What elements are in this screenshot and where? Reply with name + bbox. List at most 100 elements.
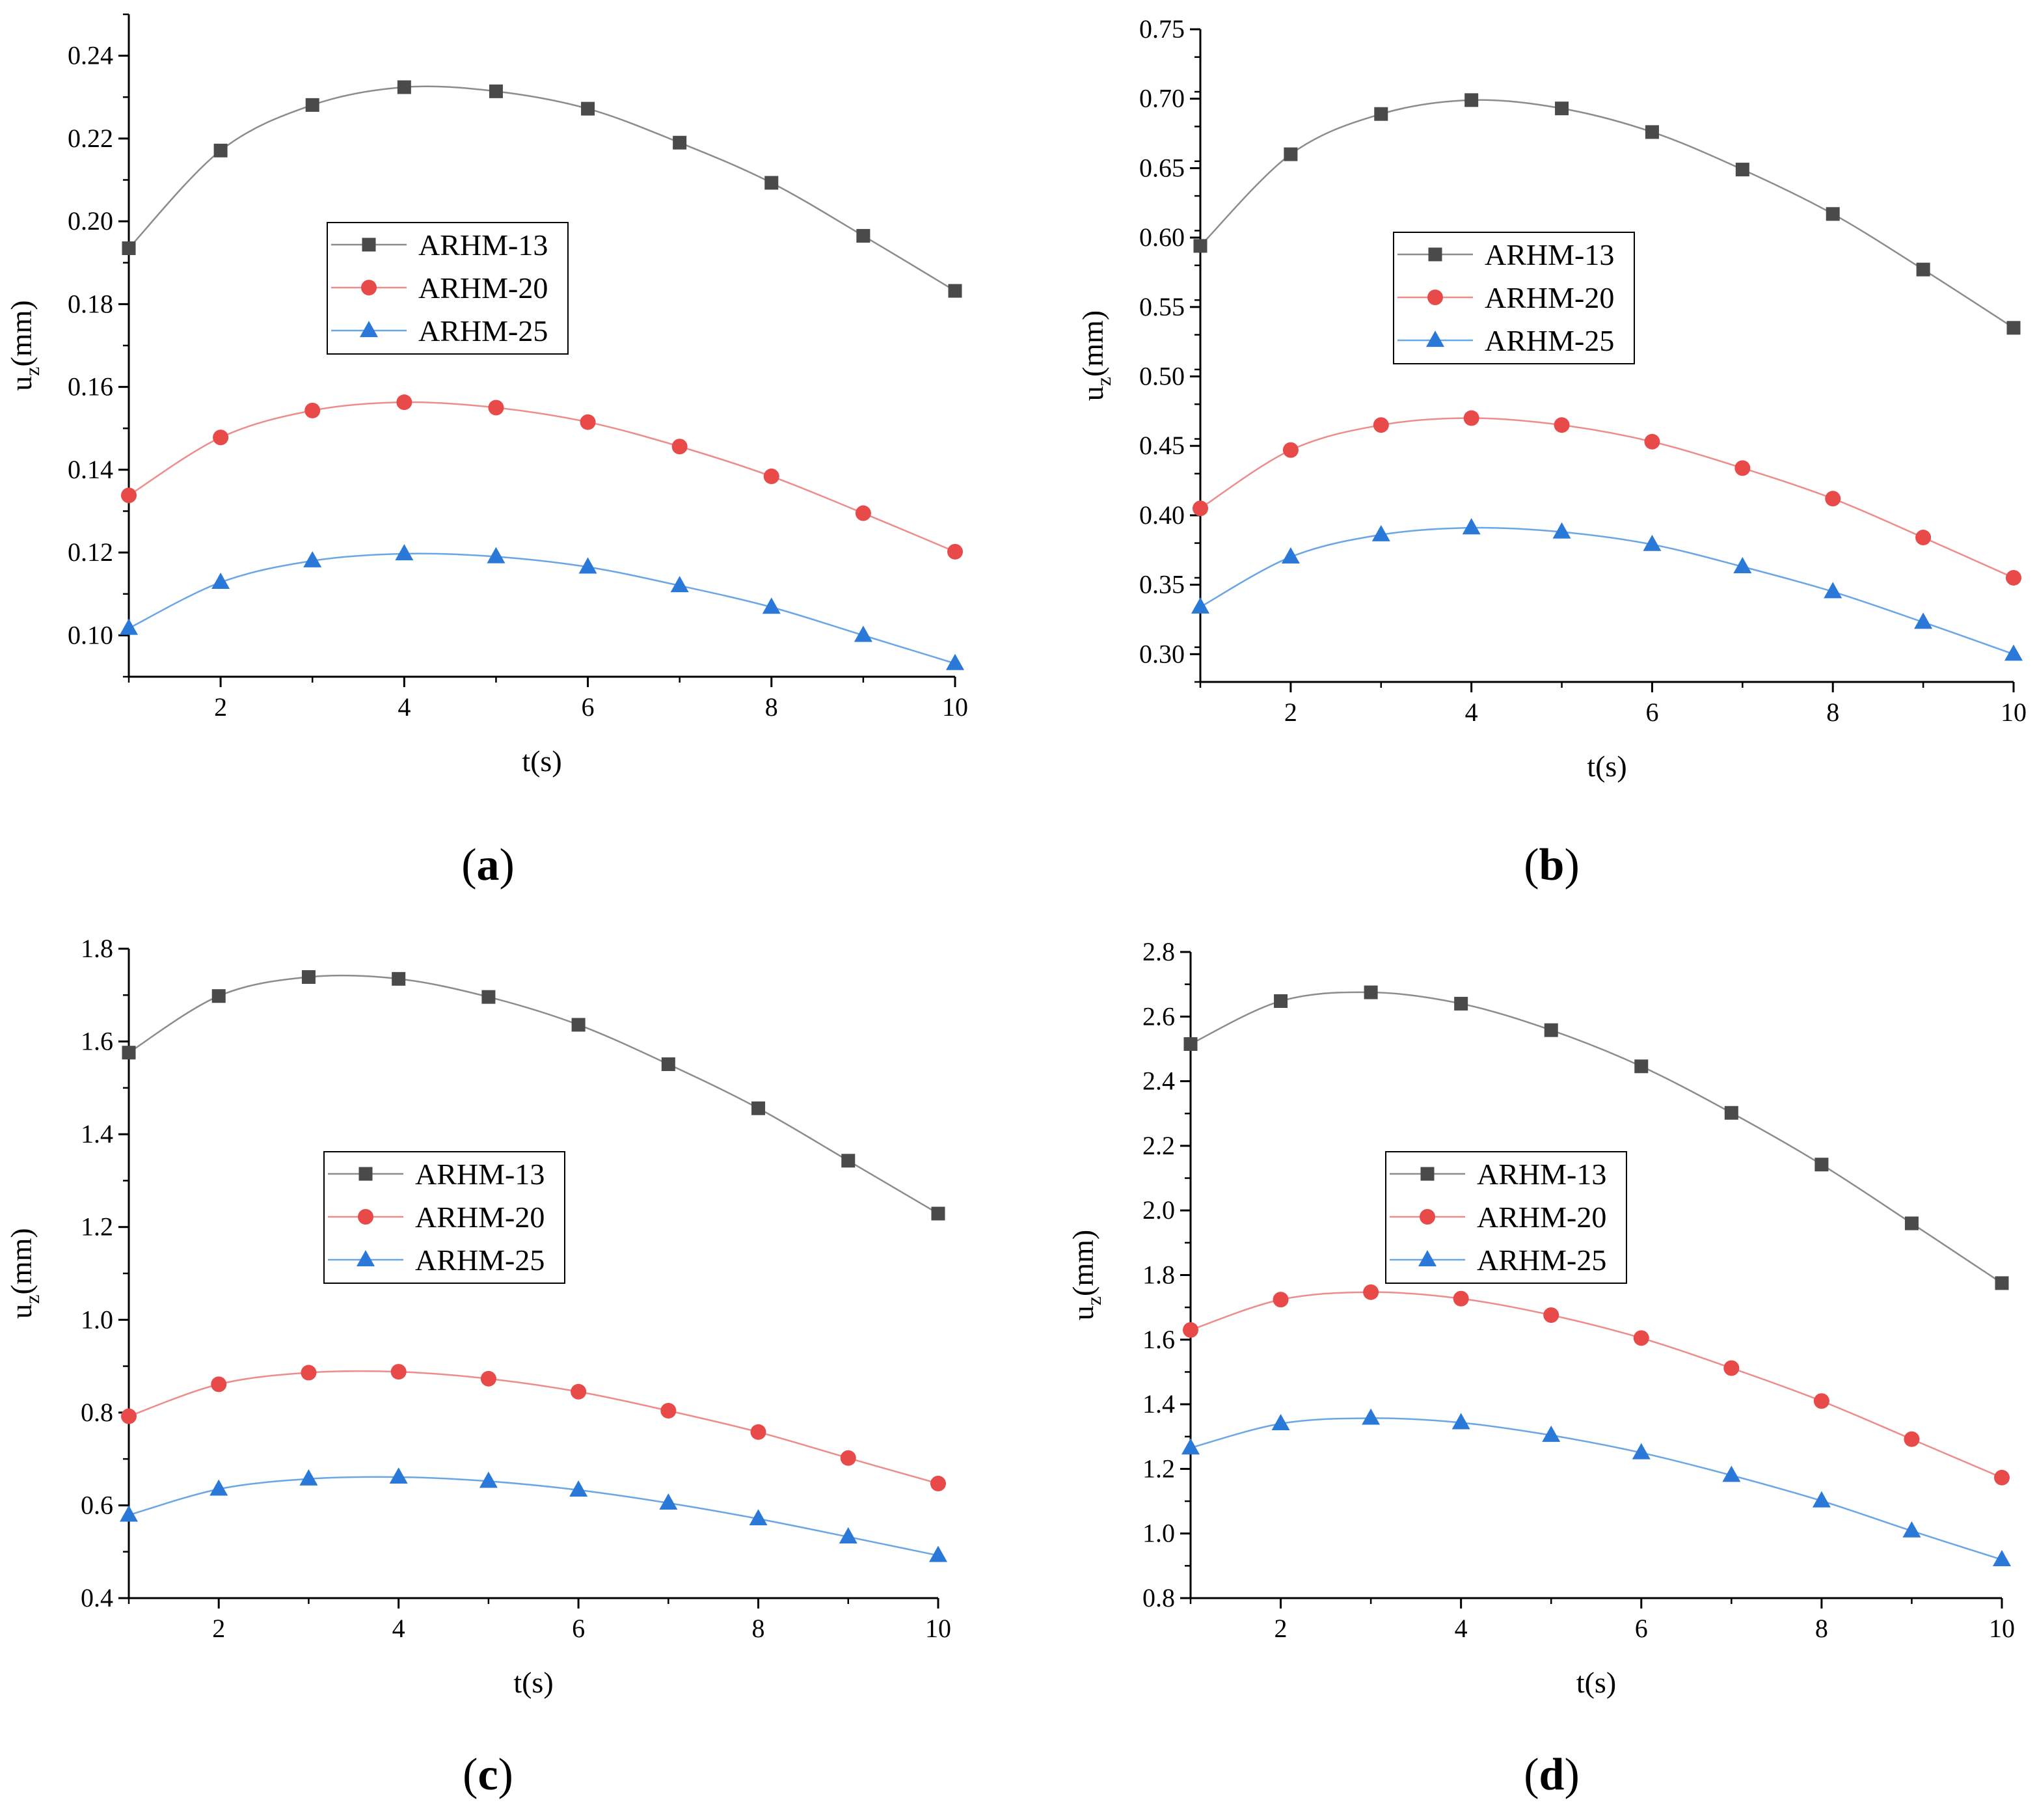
data-point-arhm-13 — [661, 1057, 675, 1072]
data-point-arhm-20 — [1183, 1322, 1198, 1338]
data-point-arhm-20 — [1723, 1360, 1740, 1376]
data-point-arhm-13 — [1374, 107, 1388, 121]
y-tick-label: 1.6 — [1142, 1325, 1175, 1354]
data-point-arhm-13 — [856, 228, 870, 243]
chart-d: 0.8 1.0 1.2 1.4 1.6 1.8 2.0 2.2 2.4 2.6 2.8 2 4 6 8 10 t… — [1066, 937, 2015, 1699]
data-point-arhm-25 — [1362, 1408, 1381, 1425]
data-point-arhm-13 — [1735, 163, 1749, 177]
y-axis-title-unit: (mm) — [1066, 1230, 1099, 1296]
data-point-arhm-25 — [929, 1545, 947, 1562]
x-tick-label: 2 — [1284, 698, 1297, 727]
legend-label-arhm-13: ARHM-13 — [1485, 238, 1614, 271]
y-axis-title-main: u — [5, 376, 38, 391]
x-tick-label: 2 — [212, 1614, 225, 1643]
data-point-arhm-20 — [211, 1376, 227, 1392]
data-point-arhm-20 — [1633, 1330, 1649, 1346]
legend-marker-arhm-25 — [1418, 1250, 1437, 1267]
y-tick-label: 0.14 — [68, 455, 113, 484]
data-point-arhm-25 — [1914, 612, 1933, 629]
data-point-arhm-13 — [931, 1206, 945, 1221]
series-line-arhm-13 — [1190, 991, 2003, 1284]
data-point-arhm-13 — [305, 98, 319, 112]
data-point-arhm-20 — [947, 543, 963, 560]
legend: ARHM-13 ARHM-20 ARHM-25 — [327, 222, 569, 355]
data-point-arhm-25 — [120, 1505, 138, 1522]
data-point-arhm-20 — [1554, 417, 1570, 433]
legend-label-arhm-13: ARHM-13 — [415, 1158, 545, 1191]
y-axis-title: uz(mm) — [5, 1228, 44, 1318]
data-point-arhm-13 — [1916, 262, 1930, 277]
data-point-arhm-20 — [1813, 1393, 1829, 1409]
x-tick-label: 6 — [1645, 698, 1658, 727]
data-point-arhm-20 — [580, 414, 596, 430]
data-point-arhm-25 — [1191, 597, 1209, 614]
y-tick-label: 1.0 — [1142, 1519, 1175, 1548]
data-point-arhm-13 — [1724, 1106, 1738, 1120]
y-tick-label: 0.70 — [1139, 84, 1185, 113]
x-tick-label: 8 — [1815, 1614, 1828, 1643]
data-point-arhm-20 — [1373, 417, 1389, 433]
data-point-arhm-20 — [301, 1365, 317, 1381]
data-point-arhm-13 — [1274, 994, 1288, 1008]
data-point-arhm-25 — [1181, 1438, 1200, 1455]
y-axis-title-main: u — [1076, 386, 1109, 401]
legend-marker-arhm-20 — [1420, 1209, 1435, 1225]
x-tick-label: 2 — [214, 692, 227, 722]
y-tick-label: 2.8 — [1142, 937, 1175, 966]
data-point-arhm-25 — [479, 1471, 498, 1488]
data-point-arhm-25 — [1643, 534, 1662, 551]
data-point-arhm-13 — [301, 970, 316, 984]
x-tick-label: 2 — [1275, 1614, 1288, 1643]
data-point-arhm-13 — [481, 990, 496, 1004]
data-point-arhm-13 — [673, 135, 687, 150]
data-point-arhm-13 — [122, 241, 136, 255]
data-point-arhm-20 — [1363, 1284, 1379, 1300]
y-tick-label: 0.12 — [68, 537, 113, 567]
series-line-arhm-20 — [1200, 417, 2014, 579]
legend-marker-arhm-25 — [1426, 331, 1444, 347]
data-point-arhm-20 — [1193, 500, 1208, 517]
x-tick-label: 4 — [1465, 698, 1478, 727]
data-point-arhm-13 — [1284, 147, 1298, 161]
legend-marker-arhm-25 — [360, 321, 378, 338]
data-point-arhm-25 — [659, 1493, 678, 1510]
data-point-arhm-25 — [1552, 522, 1571, 539]
legend-marker-arhm-20 — [1427, 290, 1443, 305]
y-tick-label: 0.6 — [81, 1490, 113, 1519]
chart-b: 0.30 0.35 0.40 0.45 0.50 0.55 0.60 0.65 0.70 0.75… — [1076, 14, 2027, 783]
data-point-arhm-13 — [1645, 125, 1659, 139]
data-point-arhm-25 — [569, 1480, 588, 1497]
x-tick-label: 4 — [392, 1614, 405, 1643]
x-tick-label: 10 — [1989, 1614, 2015, 1643]
series-line-arhm-25 — [128, 1476, 939, 1556]
data-point-arhm-20 — [855, 505, 871, 521]
x-axis-title: t(s) — [513, 1666, 553, 1699]
legend-label-arhm-25: ARHM-25 — [418, 314, 548, 347]
data-point-arhm-20 — [213, 429, 229, 446]
data-point-arhm-20 — [1994, 1469, 2010, 1486]
data-point-arhm-13 — [1544, 1023, 1558, 1037]
data-point-arhm-25 — [1722, 1465, 1741, 1482]
legend-label-arhm-13: ARHM-13 — [418, 228, 548, 262]
y-axis-title-sub: z — [20, 1295, 44, 1304]
panel-b: (b) 0.30 0.35 0.40 0.45 0.50 0.55 0.60 0.65 0.70… — [1018, 0, 2036, 910]
legend-label-arhm-20: ARHM-20 — [415, 1201, 545, 1234]
data-point-arhm-20 — [660, 1403, 677, 1419]
data-point-arhm-13 — [397, 80, 411, 94]
data-point-arhm-25 — [854, 625, 872, 642]
data-point-arhm-25 — [1451, 1413, 1470, 1430]
data-point-arhm-13 — [948, 284, 962, 298]
chart-c: 0.4 0.6 0.8 1.0 1.2 1.4 1.6 1.8 2 4 6 8 10 t(s) uz(mm)… — [5, 934, 951, 1699]
data-point-arhm-20 — [930, 1475, 946, 1491]
panel-a-label: (a) — [461, 840, 515, 890]
series-line-arhm-25 — [128, 552, 956, 664]
data-point-arhm-13 — [1464, 93, 1479, 107]
y-tick-label: 0.20 — [68, 206, 113, 236]
data-point-arhm-25 — [762, 597, 781, 614]
data-point-arhm-13 — [764, 176, 779, 190]
x-tick-label: 8 — [1826, 698, 1839, 727]
data-point-arhm-25 — [578, 557, 597, 574]
data-point-arhm-13 — [581, 102, 595, 116]
x-tick-label: 10 — [2001, 698, 2027, 727]
data-point-arhm-20 — [671, 439, 688, 455]
